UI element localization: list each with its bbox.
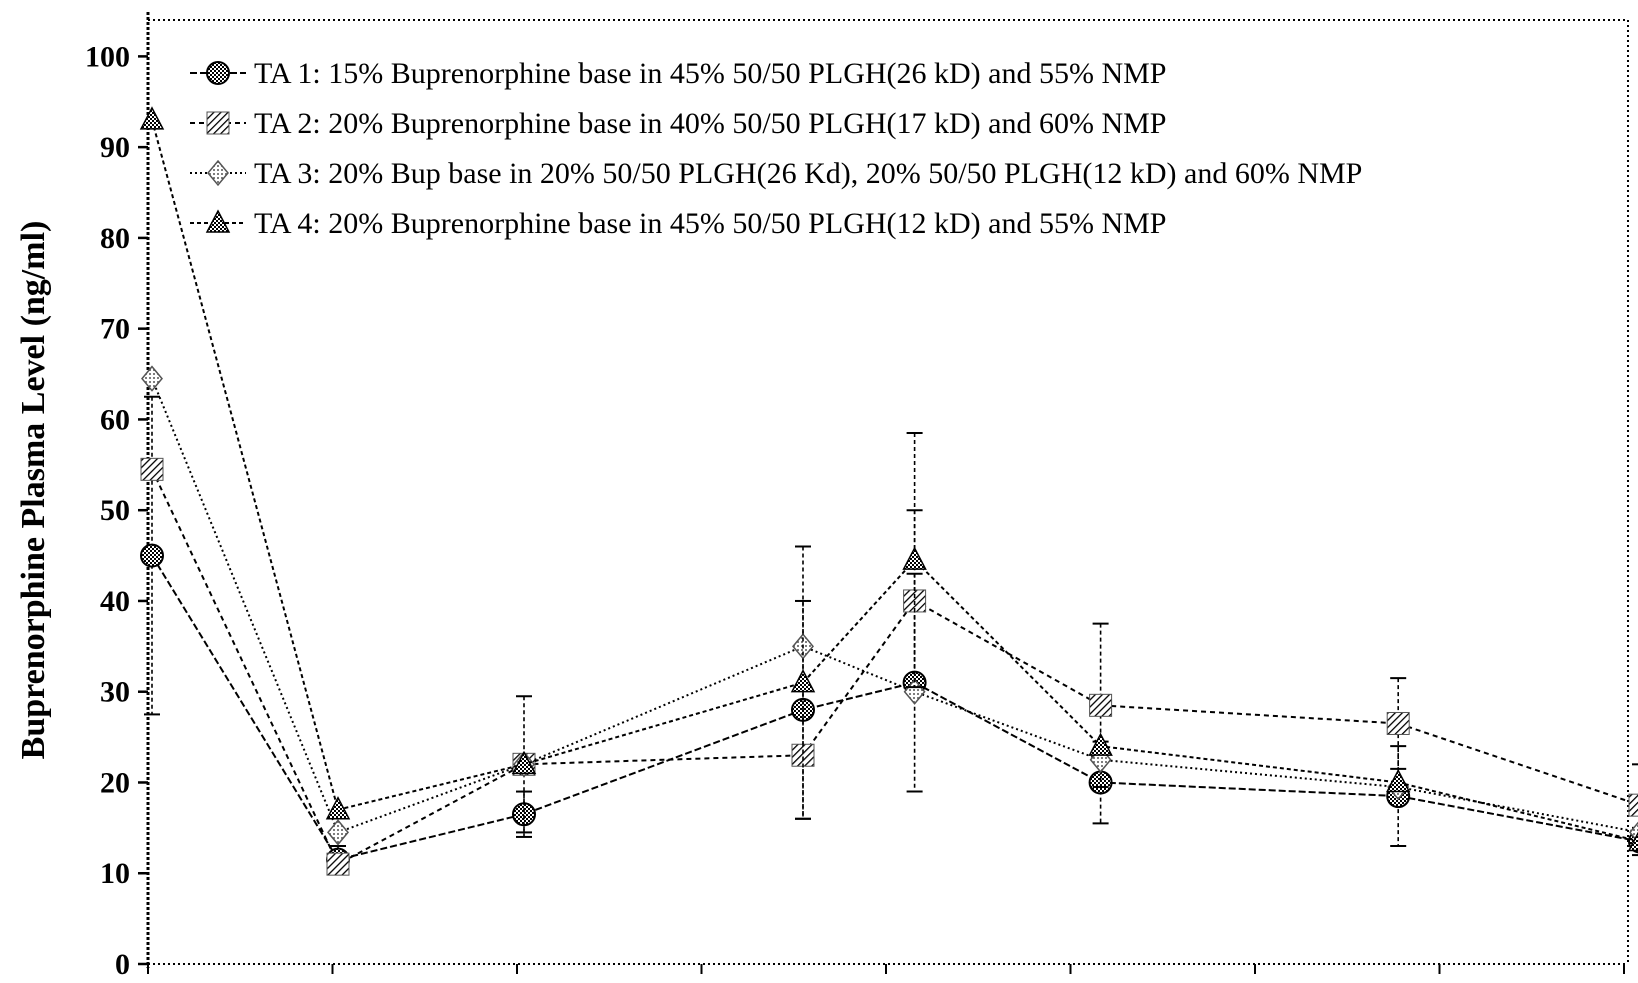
plot-frame [148,19,1629,964]
legend-marker [206,61,230,85]
legend-label: TA 3: 20% Bup base in 20% 50/50 PLGH(26 … [254,157,1362,190]
data-point [1088,732,1113,756]
data-point [790,669,816,693]
y-tick-label: 100 [85,40,130,73]
legend-marker [205,209,231,233]
y-tick-label: 50 [100,494,130,527]
y-tick-label: 90 [100,131,130,164]
series-4 [139,106,1638,852]
legend-item-1: TA 1: 15% Buprenorphine base in 45% 50/5… [190,57,1167,90]
y-tick-label: 60 [100,403,130,436]
data-point [326,852,350,876]
legend-label: TA 4: 20% Buprenorphine base in 45% 50/5… [254,207,1167,240]
data-point [1628,793,1638,817]
y-tick-label: 70 [100,313,130,346]
series-group [139,106,1638,876]
data-point [791,743,815,767]
legend-marker [207,159,229,187]
data-point [1385,768,1411,793]
legend-item-3: TA 3: 20% Bup base in 20% 50/50 PLGH(26 … [190,157,1362,190]
data-point [1089,693,1113,717]
y-tick-label: 40 [100,585,130,618]
data-point [902,546,927,570]
y-tick-label: 0 [115,948,130,981]
legend-item-4: TA 4: 20% Buprenorphine base in 45% 50/5… [190,207,1167,240]
y-tick-label: 10 [100,857,130,890]
data-point [1088,770,1113,795]
data-point [1386,711,1410,735]
data-point [325,796,351,820]
y-tick-label: 80 [100,222,130,255]
series-line [151,468,1638,866]
data-point [511,750,537,775]
legend: TA 1: 15% Buprenorphine base in 45% 50/5… [190,57,1362,240]
data-point [139,106,165,130]
legend-marker [206,111,230,135]
series-3 [141,365,1638,846]
series-2 [140,457,1638,876]
data-point [327,819,349,846]
data-point [141,365,163,392]
legend-label: TA 2: 20% Buprenorphine base in 40% 50/5… [254,107,1167,140]
legend-item-2: TA 2: 20% Buprenorphine base in 40% 50/5… [190,107,1167,140]
y-axis-title: Buprenorphine Plasma Level (ng/ml) [15,221,52,760]
series-line [151,555,1638,861]
axes: 0 10 20 30 40 50 60 70 80 90 100 Buprenorphine Plas… [15,12,1628,981]
data-point [140,543,164,568]
data-point [140,457,164,481]
y-tick-label: 30 [100,676,130,709]
data-point [512,802,536,827]
y-tick-label: 20 [100,766,130,799]
legend-label: TA 1: 15% Buprenorphine base in 45% 50/5… [254,57,1167,90]
series-line [151,378,1638,834]
data-point [1627,831,1638,852]
